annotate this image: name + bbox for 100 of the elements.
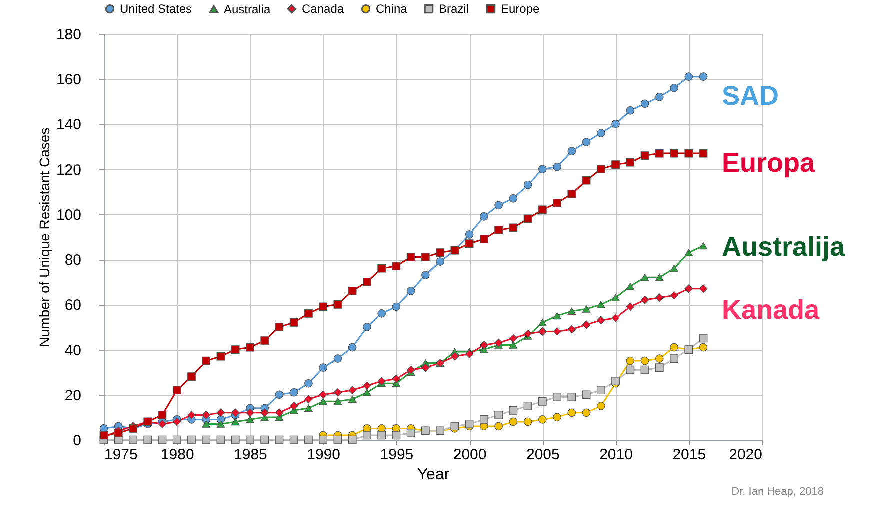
point [538,165,547,174]
annotation: Kanada [722,295,821,325]
point [494,201,503,210]
x-tick-label: 1985 [234,446,268,464]
legend-label: Canada [302,2,344,16]
point [582,306,591,313]
point [465,420,474,428]
point [568,392,576,402]
point [509,194,518,203]
point [670,354,678,363]
annotation: Australija [722,232,846,262]
point [363,424,372,433]
point [216,436,226,444]
point [699,242,708,250]
point [275,323,284,332]
point [626,356,635,366]
point [494,338,503,348]
point [334,300,342,309]
point [538,206,547,214]
point [216,408,226,418]
x-tick-label: 1995 [380,446,414,464]
point [684,72,694,82]
point [378,431,386,440]
point [568,325,576,334]
point [553,162,562,172]
point [231,408,240,418]
point [480,416,488,424]
x-tick-label: 2010 [600,446,633,464]
point [304,395,313,404]
y-tick-label: 100 [56,206,82,224]
point [655,92,664,102]
point [304,379,313,388]
point [172,418,182,426]
point [348,396,357,404]
y-tick-label: 80 [64,252,82,270]
point [553,198,562,208]
point [538,416,547,424]
point [626,366,635,374]
point [304,310,313,318]
point [568,308,576,316]
annotation: Europa [722,148,816,178]
point [304,404,313,412]
point [231,418,240,426]
point [319,436,328,444]
y-tick-label: 0 [73,432,82,450]
point [670,84,678,92]
point [158,436,167,444]
point [246,408,254,418]
point [640,366,650,374]
point [392,302,401,312]
x-tick-label: 1975 [104,446,138,464]
point [363,382,372,390]
point [319,302,328,312]
point [378,424,386,433]
point [509,406,518,415]
point [655,149,664,158]
point [596,386,606,395]
point [655,364,664,372]
point [699,284,708,294]
point [524,330,532,338]
point [524,180,532,190]
point [202,411,211,420]
x-axis-title: Year [417,466,450,484]
point [275,408,284,418]
point [655,274,664,282]
point [363,278,372,286]
point [684,249,694,256]
point [144,436,152,444]
legend-label: China [376,2,408,16]
point [684,149,694,158]
point [436,258,444,266]
point [670,264,678,272]
point [260,436,270,444]
point [363,323,372,332]
x-tick-label: 2000 [453,446,487,464]
y-tick-label: 180 [56,26,82,44]
point [202,356,211,366]
point [216,420,226,428]
point [334,354,342,363]
point [378,310,386,318]
point [612,314,620,322]
x-tick-label: 2005 [526,446,560,464]
y-axis-title: Number of Unique Resistant Cases [36,128,52,348]
point [363,388,372,396]
point [334,436,342,444]
point [494,422,503,431]
point [465,230,474,239]
point [640,356,650,366]
point [640,100,650,108]
point [422,253,430,262]
point [275,390,284,400]
point [290,318,298,327]
point [319,398,328,406]
y-tick-label: 60 [64,297,82,314]
point [290,436,298,444]
point [494,226,503,234]
point [596,129,606,138]
point [422,271,430,280]
y-tick-label: 20 [64,387,82,404]
point [480,235,488,244]
